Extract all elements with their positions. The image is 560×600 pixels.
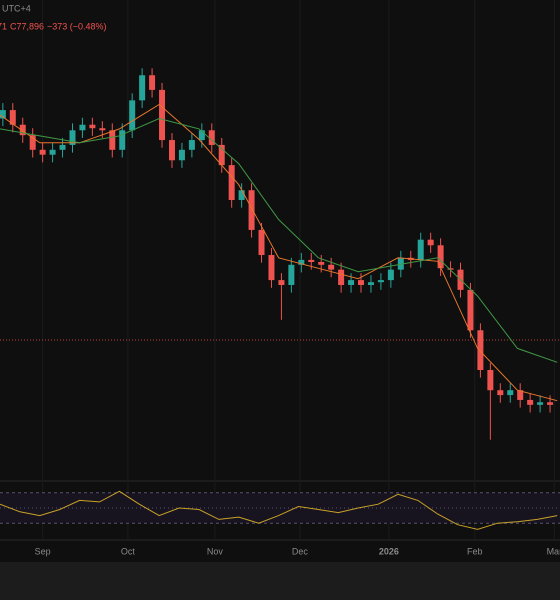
x-tick-label: Feb	[467, 546, 483, 556]
candle-body	[547, 402, 554, 405]
candle-body	[487, 369, 494, 391]
candle-body	[119, 130, 126, 150]
candle-body	[377, 280, 384, 283]
candle-body	[69, 130, 76, 145]
candle-body	[477, 330, 484, 370]
candle-body	[139, 75, 146, 101]
candle-body	[168, 140, 175, 161]
x-tick-label: Sep	[35, 546, 51, 556]
candle-body	[497, 390, 504, 396]
candle-body	[517, 390, 524, 400]
x-tick-label: Dec	[292, 546, 309, 556]
candle-body	[308, 259, 315, 262]
candle-body	[268, 255, 275, 281]
candle-body	[507, 390, 514, 396]
candle-body	[89, 124, 96, 129]
candle-body	[467, 289, 474, 331]
x-tick-label: Oct	[121, 546, 136, 556]
price-pane	[0, 68, 560, 440]
candle-body	[387, 269, 394, 281]
candle-body	[218, 144, 225, 166]
timezone: UTC+4	[2, 3, 31, 13]
candle-body	[298, 259, 305, 265]
rsi-line	[0, 490, 558, 530]
candle-body	[248, 190, 255, 230]
candle-body	[198, 130, 205, 141]
rsi-pane	[0, 490, 560, 530]
candle-body	[437, 245, 444, 269]
candle-body	[417, 239, 424, 260]
candle-body	[278, 280, 285, 285]
candle-body	[208, 130, 215, 145]
candle-body	[39, 149, 46, 155]
candle-body	[367, 282, 374, 285]
candle-body	[338, 269, 345, 285]
candle-body	[9, 110, 16, 125]
candle-body	[19, 124, 26, 136]
candle-body	[178, 149, 185, 161]
candle-body	[537, 402, 544, 405]
last-value: 71	[0, 21, 7, 31]
candle-body	[29, 135, 36, 150]
close-value: C77,896	[10, 21, 44, 31]
candle-body	[129, 100, 136, 131]
x-tick-label: Mar	[547, 546, 560, 556]
candle-body	[79, 124, 86, 131]
moving-average	[0, 117, 558, 363]
candle-body	[49, 149, 56, 155]
bottom-bar	[0, 562, 560, 600]
candle-body	[188, 140, 195, 150]
candle-body	[238, 190, 245, 200]
candle-body	[328, 264, 335, 270]
change-value: −373 (−0.48%)	[47, 21, 107, 31]
candle-body	[397, 257, 404, 270]
candle-body	[427, 239, 434, 246]
x-tick-label: 2026	[379, 546, 399, 556]
candle-body	[527, 399, 534, 405]
moving-average	[0, 103, 558, 402]
candle-body	[318, 261, 325, 265]
candle-body	[99, 128, 106, 131]
candle-body	[348, 280, 355, 285]
candle-body	[0, 110, 6, 119]
candle-body	[358, 280, 365, 285]
candle-body	[258, 229, 265, 256]
candle-body	[447, 268, 454, 270]
grid: Sep Oct Nov Dec 2026 Feb Mar	[35, 0, 560, 556]
candle-body	[109, 130, 116, 150]
candle-body	[59, 144, 66, 150]
candle-body	[228, 165, 235, 200]
x-tick-label: Nov	[207, 546, 224, 556]
candle-body	[159, 89, 166, 141]
candle-body	[288, 264, 295, 285]
candle-body	[149, 75, 156, 90]
